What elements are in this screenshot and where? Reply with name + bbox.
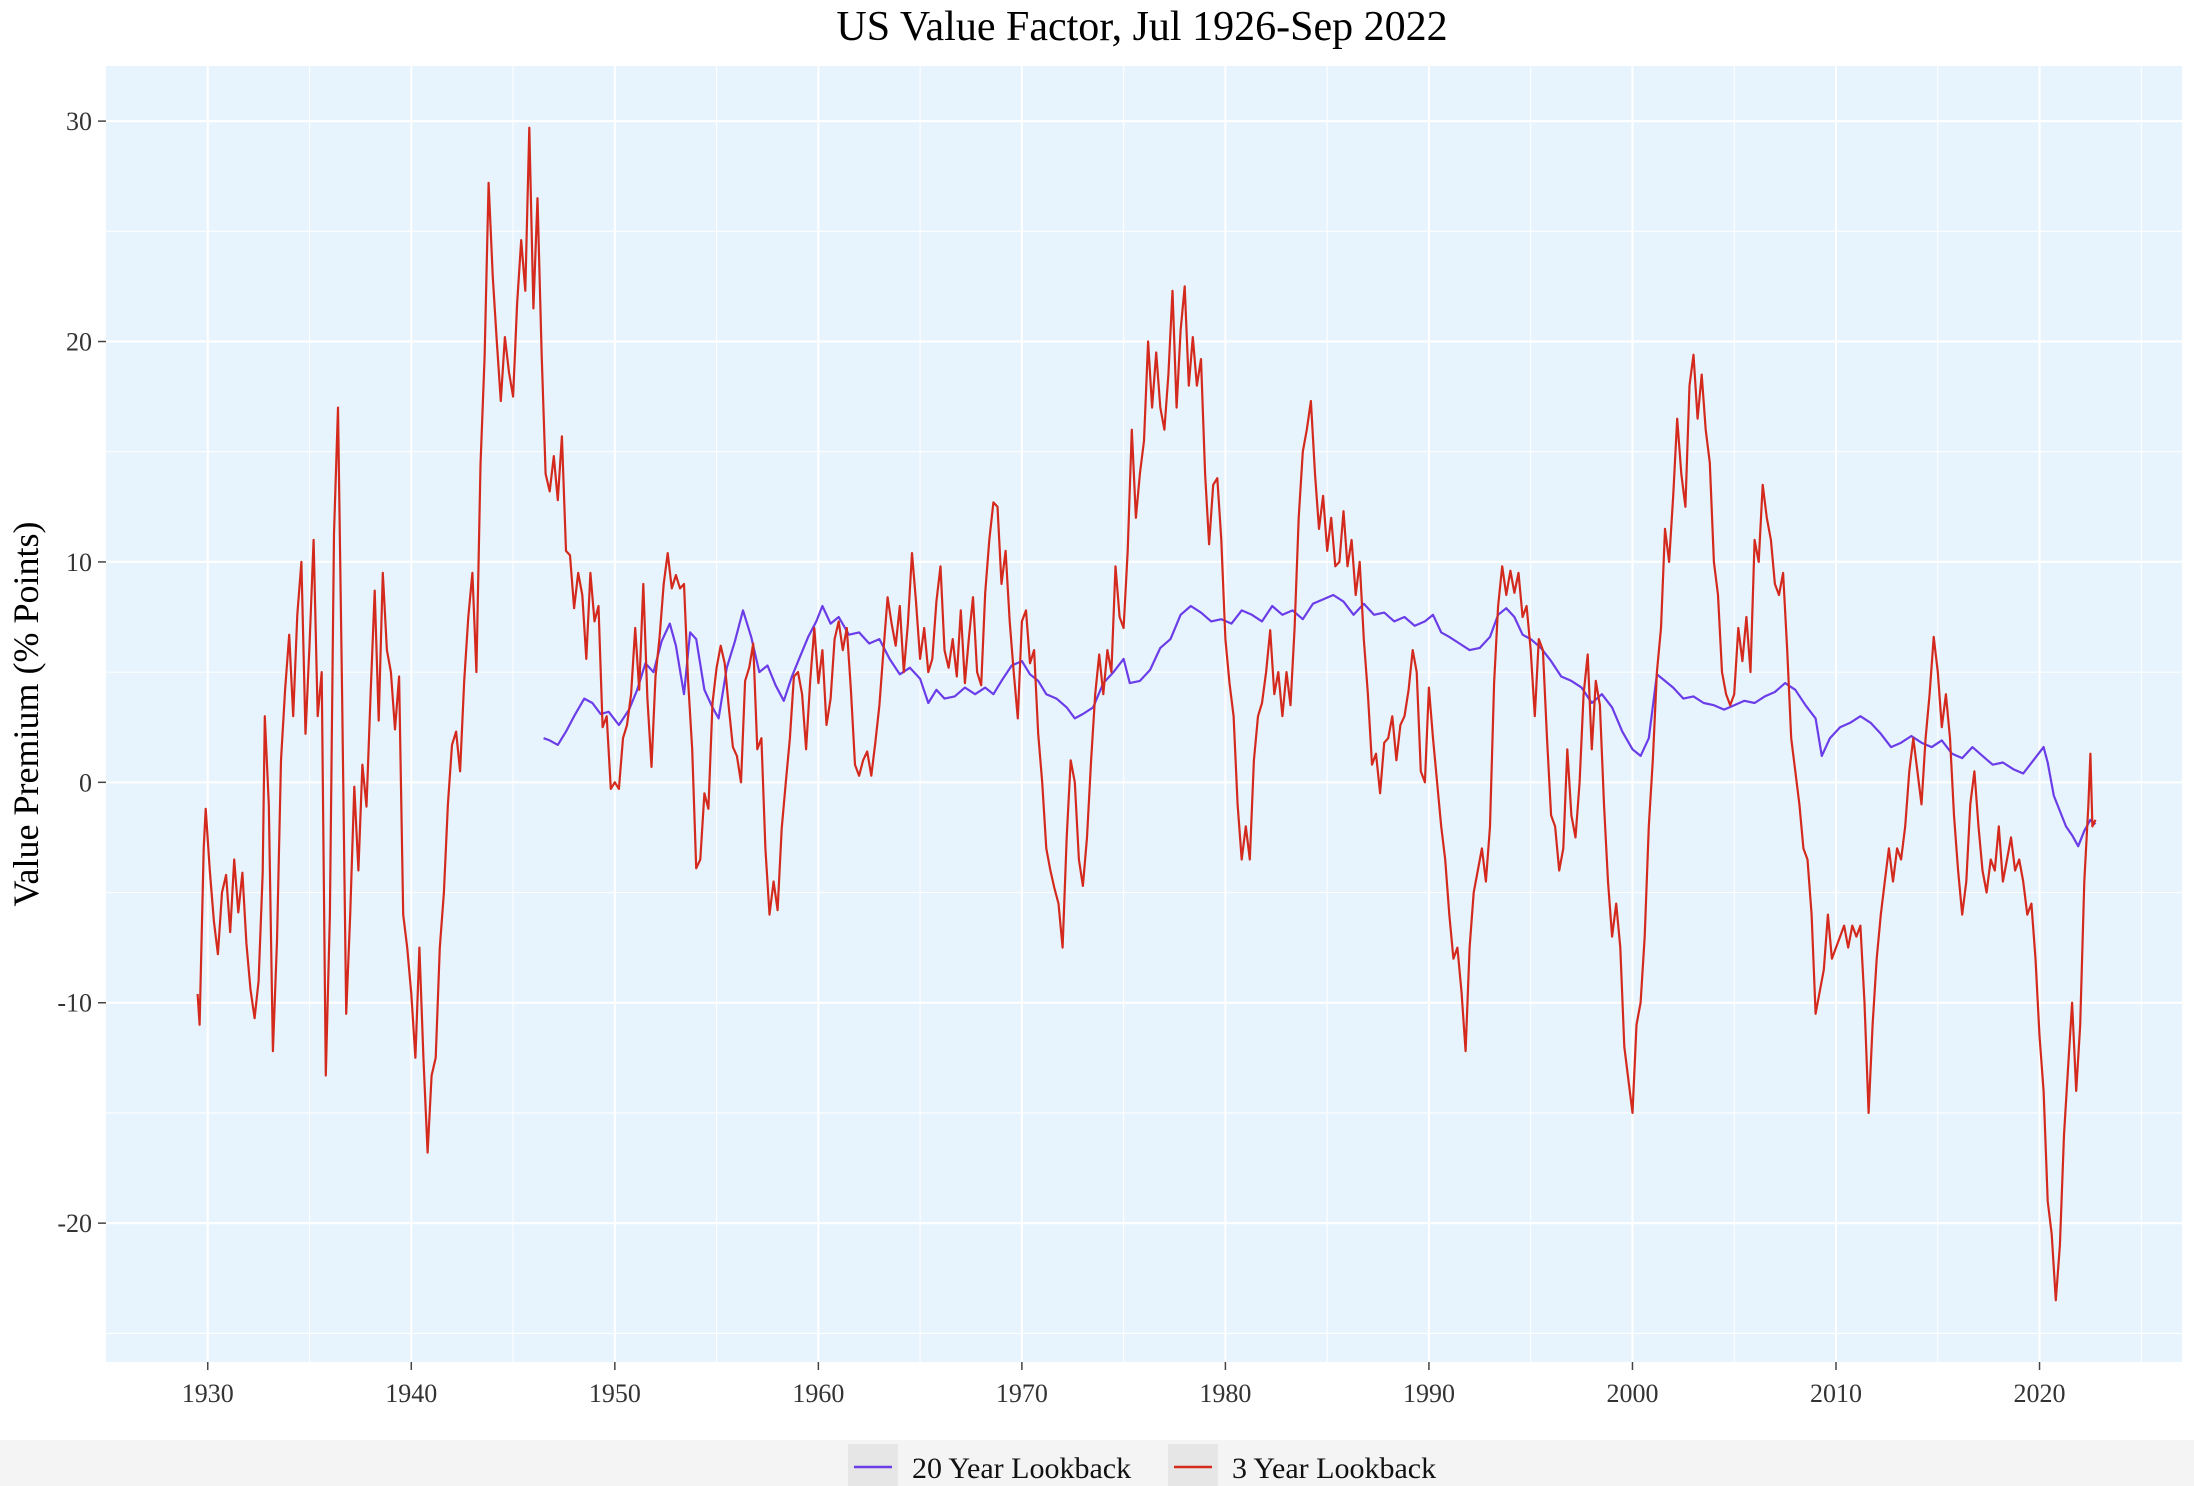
x-axis: 1930 1940 1950 1960 1970 1980 1990 2000 2010 2020 — [182, 1362, 2066, 1408]
plot-panel — [106, 66, 2182, 1362]
y-tick-label: 30 — [66, 107, 92, 136]
x-tick-label: 1980 — [1199, 1379, 1251, 1408]
x-tick-label: 1940 — [385, 1379, 437, 1408]
x-tick-label: 2000 — [1606, 1379, 1658, 1408]
y-tick-label: -20 — [57, 1209, 92, 1238]
x-tick-label: 2020 — [2014, 1379, 2066, 1408]
grid-lines — [106, 66, 2182, 1362]
legend: 20 Year Lookback 3 Year Lookback — [848, 1444, 1436, 1486]
legend-label: 3 Year Lookback — [1232, 1452, 1436, 1485]
legend-bar — [0, 1440, 2194, 1486]
legend-label: 20 Year Lookback — [912, 1452, 1131, 1485]
x-tick-label: 1990 — [1403, 1379, 1455, 1408]
x-tick-label: 2010 — [1810, 1379, 1862, 1408]
y-axis-label: Value Premium (% Points) — [6, 522, 46, 907]
x-tick-label: 1960 — [792, 1379, 844, 1408]
y-tick-label: -10 — [57, 989, 92, 1018]
x-tick-label: 1930 — [182, 1379, 234, 1408]
chart-title: US Value Factor, Jul 1926-Sep 2022 — [836, 4, 1447, 50]
legend-key — [1168, 1444, 1218, 1486]
series-line-3-year-lookback — [196, 126, 2097, 1302]
series-line-20-year-lookback — [543, 593, 2097, 848]
legend-key — [848, 1444, 898, 1486]
series-lines — [196, 126, 2097, 1302]
x-tick-label: 1970 — [996, 1379, 1048, 1408]
y-tick-label: 0 — [79, 768, 92, 797]
x-tick-label: 1950 — [589, 1379, 641, 1408]
y-tick-label: 10 — [66, 548, 92, 577]
y-tick-label: 20 — [66, 328, 92, 357]
y-axis: -20 -10 0 10 20 30 — [57, 107, 106, 1238]
